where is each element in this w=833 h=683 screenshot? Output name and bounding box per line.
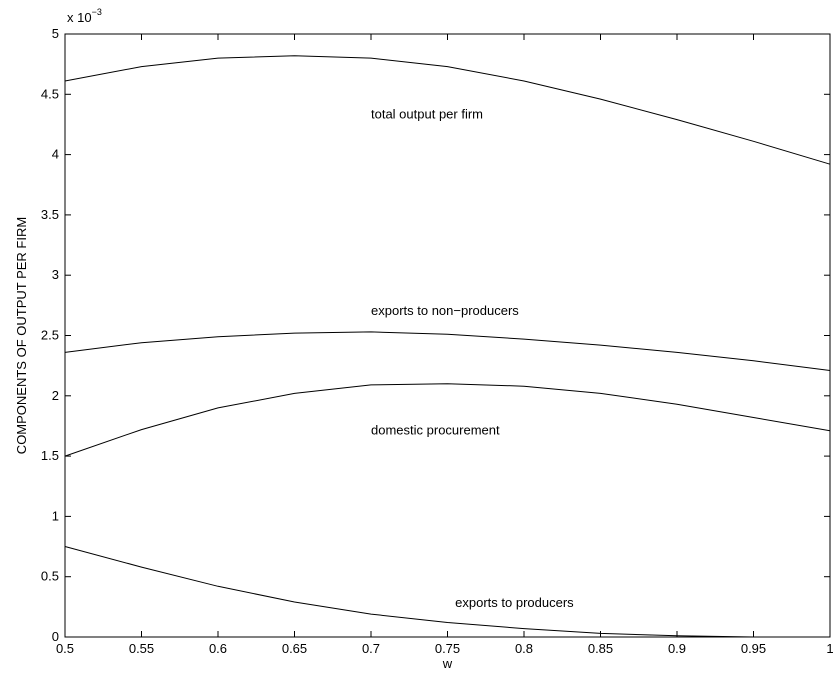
- x-tick-label: 0.55: [129, 641, 154, 656]
- x-tick-label: 0.85: [588, 641, 613, 656]
- y-tick-label: 5: [52, 26, 59, 41]
- x-tick-label: 0.9: [668, 641, 686, 656]
- x-tick-label: 0.75: [435, 641, 460, 656]
- series-line-4: [64, 546, 830, 638]
- y-tick-label: 3: [52, 267, 59, 282]
- x-tick-label: 0.8: [515, 641, 533, 656]
- y-tick-label: 0.5: [41, 569, 59, 584]
- y-exponent-label: x 10−3: [67, 7, 102, 25]
- y-axis-title: COMPONENTS OF OUTPUT PER FIRM: [14, 217, 29, 454]
- annotation-4: exports to producers: [455, 595, 574, 610]
- x-tick-label: 0.7: [362, 641, 380, 656]
- annotations: total output per firm exports to non−prod…: [371, 106, 574, 609]
- y-tick-label: 3.5: [41, 207, 59, 222]
- y-tick-label: 4: [52, 147, 59, 162]
- series-line-1: [64, 55, 831, 165]
- plot-border: [64, 33, 831, 638]
- x-tick-label: 0.95: [741, 641, 766, 656]
- y-tick-label: 0: [52, 629, 59, 644]
- x-axis: 0.5 0.55 0.6 0.65 0.7 0.75 0.8 0.85 0.9 0.95 1: [56, 34, 833, 656]
- x-tick-label: 1: [826, 641, 833, 656]
- x-tick-label: 0.5: [56, 641, 74, 656]
- annotation-1: total output per firm: [371, 106, 483, 121]
- annotation-3: domestic procurement: [371, 422, 500, 437]
- x-tick-label: 0.6: [209, 641, 227, 656]
- y-tick-label: 1: [52, 508, 59, 523]
- y-tick-label: 2: [52, 388, 59, 403]
- x-axis-title: w: [442, 656, 453, 671]
- series-line-2: [64, 331, 831, 371]
- x-tick-label: 0.65: [282, 641, 307, 656]
- series-line-3: [64, 383, 831, 457]
- annotation-2: exports to non−producers: [371, 303, 519, 318]
- y-tick-label: 2.5: [41, 328, 59, 343]
- plot-frame: [64, 33, 831, 638]
- y-tick-label: 4.5: [41, 86, 59, 101]
- series-group: [64, 55, 831, 638]
- y-axis: 0 0.5 1 1.5 2 2.5 3 3.5 4 4.5 5: [41, 26, 830, 644]
- y-tick-label: 1.5: [41, 448, 59, 463]
